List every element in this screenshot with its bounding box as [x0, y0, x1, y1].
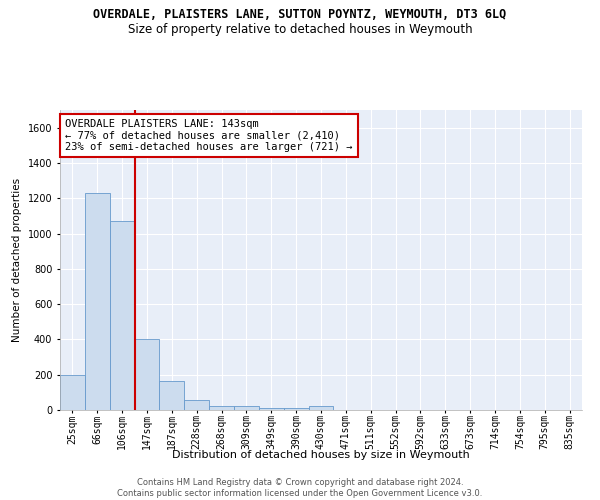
- Bar: [308, 406, 334, 410]
- Bar: [234, 406, 259, 410]
- Bar: [209, 406, 234, 410]
- Bar: [110, 221, 134, 410]
- Text: Size of property relative to detached houses in Weymouth: Size of property relative to detached ho…: [128, 22, 472, 36]
- Bar: [259, 408, 284, 410]
- Text: OVERDALE PLAISTERS LANE: 143sqm
← 77% of detached houses are smaller (2,410)
23%: OVERDALE PLAISTERS LANE: 143sqm ← 77% of…: [65, 119, 353, 152]
- Text: Contains HM Land Registry data © Crown copyright and database right 2024.
Contai: Contains HM Land Registry data © Crown c…: [118, 478, 482, 498]
- Bar: [160, 381, 184, 410]
- Bar: [85, 193, 110, 410]
- Bar: [134, 338, 160, 410]
- Bar: [60, 374, 85, 410]
- Text: OVERDALE, PLAISTERS LANE, SUTTON POYNTZ, WEYMOUTH, DT3 6LQ: OVERDALE, PLAISTERS LANE, SUTTON POYNTZ,…: [94, 8, 506, 20]
- Bar: [184, 400, 209, 410]
- Bar: [284, 408, 308, 410]
- Text: Distribution of detached houses by size in Weymouth: Distribution of detached houses by size …: [172, 450, 470, 460]
- Y-axis label: Number of detached properties: Number of detached properties: [12, 178, 22, 342]
